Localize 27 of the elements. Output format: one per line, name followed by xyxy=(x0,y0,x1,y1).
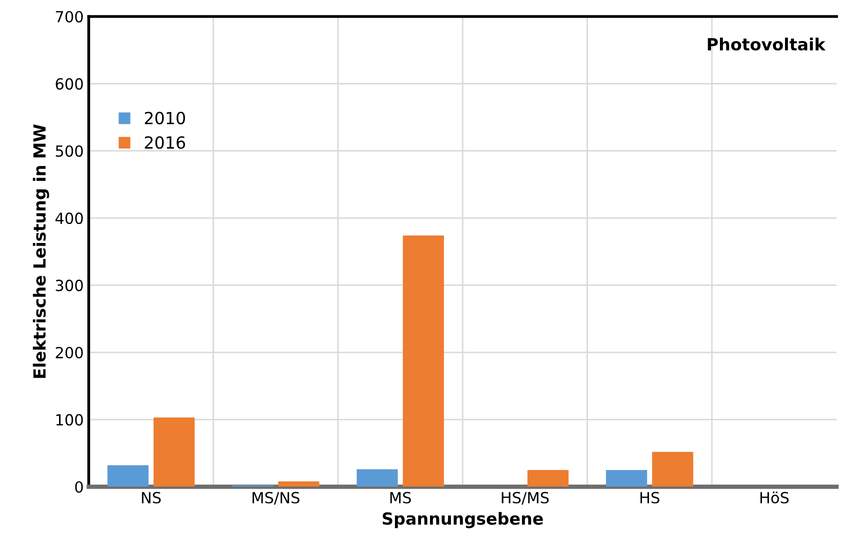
x-tick-label: MS xyxy=(390,492,411,504)
y-tick-label: 600 xyxy=(56,78,83,90)
x-tick-label: HS xyxy=(640,492,660,504)
legend-label: 2016 xyxy=(144,136,186,149)
bar xyxy=(278,481,320,487)
text: Photovoltaik xyxy=(708,38,826,51)
x-tick-label: HS/MS xyxy=(502,492,549,505)
bar xyxy=(154,418,195,487)
bar xyxy=(356,469,398,487)
bar xyxy=(107,465,149,487)
bar xyxy=(652,452,694,487)
x-tick-label: NS xyxy=(142,492,161,504)
y-tick-label: 200 xyxy=(56,346,83,358)
bar xyxy=(402,236,444,487)
x-tick-label: HöS xyxy=(760,492,789,504)
y-tick-label: 500 xyxy=(56,145,83,157)
legend-label: 2010 xyxy=(144,112,185,124)
y-tick-label: 0 xyxy=(75,481,83,493)
y-tick-label: 300 xyxy=(56,280,83,292)
y-tick-label: 400 xyxy=(55,212,83,224)
y-tick-label: 700 xyxy=(56,10,83,23)
y-tick-label: 100 xyxy=(56,414,83,426)
bar xyxy=(527,470,569,487)
bar xyxy=(606,470,648,487)
x-axis-title: Spannungsebene xyxy=(382,512,543,528)
x-tick-label: MS/NS xyxy=(252,492,300,505)
y-axis-title: Elektrische Leistung in MW xyxy=(32,124,50,378)
